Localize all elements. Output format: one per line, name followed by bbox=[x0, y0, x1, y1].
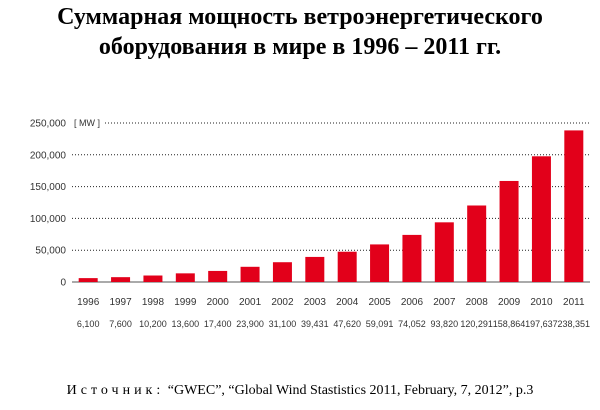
value-label: 13,600 bbox=[172, 319, 200, 329]
y-tick-label: 150,000 bbox=[30, 182, 67, 193]
value-label: 158,864 bbox=[493, 319, 526, 329]
x-tick-label: 2004 bbox=[336, 297, 359, 308]
chart-title: Суммарная мощность ветроэнергетического … bbox=[0, 2, 600, 62]
bar bbox=[531, 156, 551, 282]
value-label: 7,600 bbox=[109, 319, 132, 329]
source-label: Источник: bbox=[66, 383, 165, 398]
bar bbox=[240, 266, 260, 282]
x-tick-label: 1996 bbox=[77, 297, 100, 308]
bar bbox=[402, 234, 422, 282]
value-label: 120,291 bbox=[460, 319, 493, 329]
bar bbox=[564, 130, 584, 282]
y-tick-label: 50,000 bbox=[35, 246, 66, 257]
bar bbox=[467, 205, 487, 282]
value-label: 10,200 bbox=[139, 319, 167, 329]
x-tick-label: 2009 bbox=[498, 297, 521, 308]
value-label: 59,091 bbox=[366, 319, 394, 329]
bar bbox=[208, 270, 228, 282]
value-label: 197,637 bbox=[525, 319, 558, 329]
value-label: 17,400 bbox=[204, 319, 232, 329]
x-tick-label: 2006 bbox=[401, 297, 424, 308]
x-tick-label: 2001 bbox=[239, 297, 262, 308]
value-label: 47,620 bbox=[333, 319, 361, 329]
bar bbox=[305, 256, 325, 282]
bar bbox=[337, 251, 357, 282]
title-line-2: оборудования в мире в 1996 – 2011 гг. bbox=[98, 34, 502, 60]
x-tick-label: 1997 bbox=[109, 297, 132, 308]
bar-chart: 0 50,000 100,000 150,000 200,000 250,000 [ MW … bbox=[30, 118, 591, 329]
bar bbox=[111, 277, 131, 282]
bar bbox=[78, 278, 98, 282]
x-tick-label: 2002 bbox=[271, 297, 294, 308]
bar bbox=[143, 275, 163, 282]
x-tick-label: 2008 bbox=[466, 297, 489, 308]
title-line-1: Суммарная мощность ветроэнергетического bbox=[57, 4, 543, 30]
value-label: 31,100 bbox=[269, 319, 297, 329]
x-tick-label: 2007 bbox=[433, 297, 456, 308]
value-label: 74,052 bbox=[398, 319, 426, 329]
value-label: 6,100 bbox=[77, 319, 100, 329]
x-tick-label: 2000 bbox=[207, 297, 230, 308]
x-tick-label: 1998 bbox=[142, 297, 165, 308]
source-text: “GWEC”, “Global Wind Stastistics 2011, F… bbox=[167, 383, 534, 398]
bar bbox=[175, 273, 195, 282]
y-tick-label: 200,000 bbox=[30, 150, 67, 161]
value-label: 39,431 bbox=[301, 319, 329, 329]
x-tick-label: 2005 bbox=[368, 297, 391, 308]
x-tick-label: 2010 bbox=[530, 297, 553, 308]
bar bbox=[272, 262, 292, 282]
source-note: Источник: “GWEC”, “Global Wind Stastisti… bbox=[0, 383, 600, 399]
bar bbox=[499, 180, 519, 282]
value-label: 93,820 bbox=[431, 319, 459, 329]
y-tick-label: 100,000 bbox=[30, 214, 67, 225]
bar bbox=[370, 244, 390, 282]
value-label: 23,900 bbox=[236, 319, 264, 329]
unit-label: [ MW ] bbox=[74, 118, 100, 128]
x-tick-label: 1999 bbox=[174, 297, 197, 308]
y-tick-label: 0 bbox=[60, 278, 66, 289]
x-tick-label: 2011 bbox=[563, 297, 585, 308]
bar bbox=[434, 222, 454, 282]
y-tick-label: 250,000 bbox=[30, 119, 67, 130]
x-tick-label: 2003 bbox=[304, 297, 327, 308]
value-label: 238,351 bbox=[558, 319, 591, 329]
